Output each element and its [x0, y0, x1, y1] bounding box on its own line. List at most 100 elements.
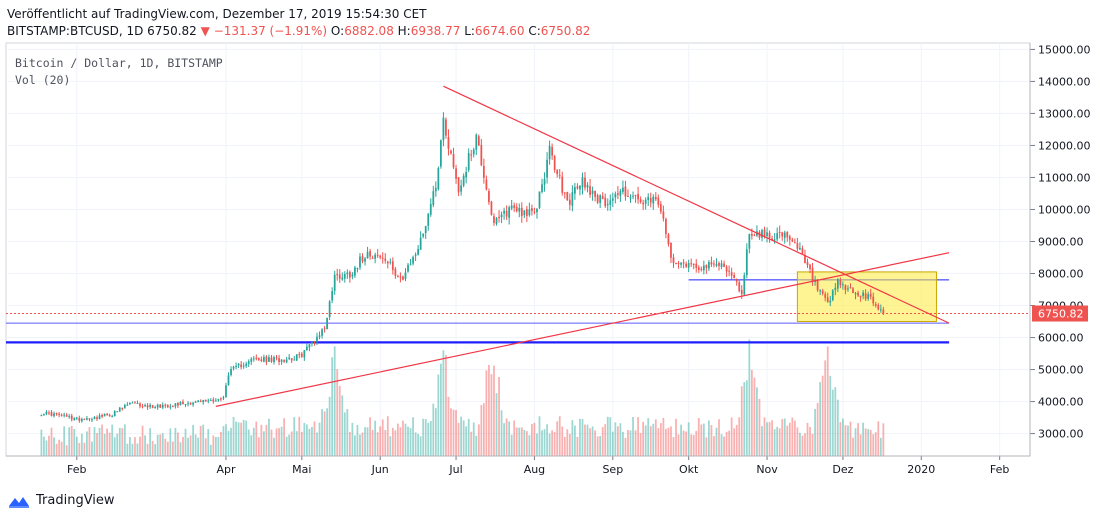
candle-body: [839, 279, 842, 286]
volume-bar: [427, 422, 430, 456]
volume-bar: [849, 421, 852, 456]
candle-body: [235, 365, 237, 367]
volume-bar: [460, 416, 462, 456]
candle-body: [561, 176, 564, 193]
volume-bar: [589, 428, 591, 456]
volume-bar: [778, 428, 781, 456]
volume-bar: [672, 437, 675, 456]
candle-body: [563, 192, 566, 194]
high-label: H:: [397, 24, 411, 38]
candle-body: [776, 233, 779, 240]
candle-body: [394, 268, 397, 276]
volume-bar: [311, 426, 313, 456]
volume-bar: [472, 422, 475, 456]
volume-bar: [692, 434, 695, 456]
volume-bar: [106, 428, 109, 456]
candle-body: [457, 177, 460, 193]
volume-bar: [687, 422, 690, 456]
candle-body: [525, 209, 528, 216]
candle-body: [849, 287, 852, 289]
candle-body: [781, 232, 784, 237]
candle-body: [280, 359, 283, 362]
volume-bar: [584, 424, 586, 456]
volume-bar: [146, 443, 149, 456]
volume-bar: [485, 370, 488, 456]
volume-bar: [536, 433, 538, 456]
candle-body: [796, 243, 799, 249]
candle-body: [354, 267, 356, 276]
volume-bar: [346, 409, 349, 456]
volume-bar: [788, 422, 791, 456]
candle-body: [738, 282, 741, 292]
last-price-tag-bg: [1032, 305, 1088, 322]
candle-body: [189, 402, 192, 405]
candle-body: [283, 359, 286, 362]
volume-bar: [154, 444, 157, 456]
candle-body: [129, 402, 131, 405]
volume-bar: [571, 420, 574, 456]
volume-bar: [561, 426, 564, 456]
candle-body: [450, 150, 452, 154]
volume-bar: [745, 380, 748, 456]
volume-bar: [275, 428, 278, 456]
candle-body: [470, 154, 473, 156]
candle-body: [348, 271, 351, 278]
candle-body: [708, 262, 710, 269]
candle-body: [402, 276, 404, 280]
volume-bar: [662, 417, 665, 456]
volume-bar: [568, 433, 571, 456]
candle-body: [768, 232, 771, 239]
candle-body: [318, 335, 321, 337]
candle-body: [268, 357, 270, 362]
x-tick-label: Sep: [602, 463, 623, 476]
volume-bar: [799, 432, 801, 456]
volume-bar: [389, 436, 392, 456]
volume-bar: [313, 421, 316, 456]
candle-body: [417, 248, 420, 255]
volume-bar: [108, 432, 111, 456]
volume-bar: [543, 429, 546, 456]
volume-bar: [184, 428, 187, 456]
candle-body: [166, 405, 169, 408]
candle-body: [482, 165, 485, 178]
volume-bar: [508, 421, 511, 456]
candle-body: [624, 186, 627, 197]
volume-bar: [647, 418, 650, 456]
footer-brand[interactable]: TradingView: [8, 493, 115, 508]
volume-bar: [245, 420, 248, 456]
candle-body: [96, 417, 98, 420]
volume-bar: [217, 436, 220, 456]
volume-bar: [374, 420, 377, 456]
candle-body: [596, 195, 599, 203]
candle-body: [331, 291, 334, 301]
volume-bar: [685, 431, 688, 456]
candle-body: [374, 254, 377, 259]
volume-bar: [250, 435, 253, 456]
candle-body: [493, 216, 495, 223]
volume-bar: [510, 434, 513, 456]
volume-bar: [338, 385, 341, 456]
y-tick-label: 5000.00: [1038, 364, 1084, 377]
candle-body: [665, 219, 667, 234]
volume-bar: [637, 417, 639, 456]
candle-body: [134, 402, 136, 404]
candle-body: [816, 280, 819, 291]
candle-body: [232, 366, 235, 369]
volume-bar: [616, 426, 619, 456]
y-tick-label: 4000.00: [1038, 396, 1084, 409]
candle-body: [422, 233, 425, 237]
y-tick-label: 10000.00: [1038, 203, 1091, 216]
volume-bar: [65, 445, 68, 456]
candle-body: [202, 399, 205, 403]
candle-body: [778, 231, 781, 233]
candle-body: [290, 358, 293, 361]
volume-bar: [257, 437, 260, 456]
candle-body: [179, 402, 182, 406]
volume-bar: [854, 428, 857, 456]
volume-bar: [333, 346, 336, 456]
volume-bar: [591, 426, 594, 456]
volume-bar: [829, 375, 832, 456]
candle-body: [460, 185, 462, 192]
candles: [40, 112, 885, 423]
